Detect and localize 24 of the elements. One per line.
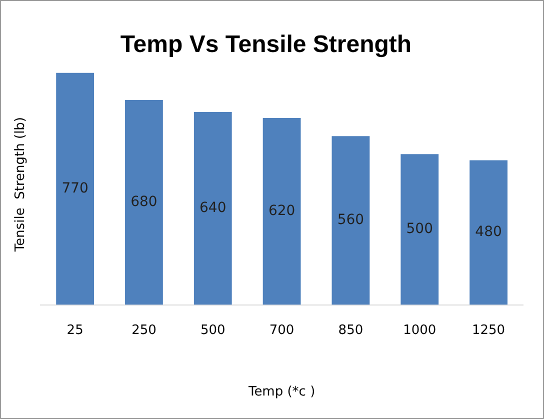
data-label: 680 (130, 194, 158, 210)
x-tick-label: 850 (338, 322, 364, 338)
x-tick-label: 250 (132, 322, 156, 338)
data-label: 500 (406, 221, 433, 238)
y-axis-title: Tensile Strength (lb) (13, 116, 28, 253)
bar (56, 72, 94, 305)
bar (400, 154, 439, 305)
data-label: 770 (62, 180, 88, 196)
bar (332, 136, 370, 305)
x-tick-label: 700 (269, 322, 294, 338)
x-axis-title: Temp (*c ) (247, 384, 316, 400)
x-tick-label: 1250 (472, 322, 506, 338)
bar (125, 100, 163, 305)
data-label: 620 (268, 203, 296, 220)
data-label: 640 (200, 200, 226, 216)
bar (470, 160, 508, 305)
data-label: 560 (337, 212, 364, 228)
data-label: 480 (475, 224, 502, 240)
chart-title: Temp Vs Tensile Strength (120, 31, 412, 58)
bar (262, 118, 301, 305)
bar (194, 112, 232, 305)
x-tick-label: 25 (66, 322, 84, 338)
x-tick-label: 500 (200, 322, 226, 338)
x-tick-label: 1000 (403, 322, 436, 338)
